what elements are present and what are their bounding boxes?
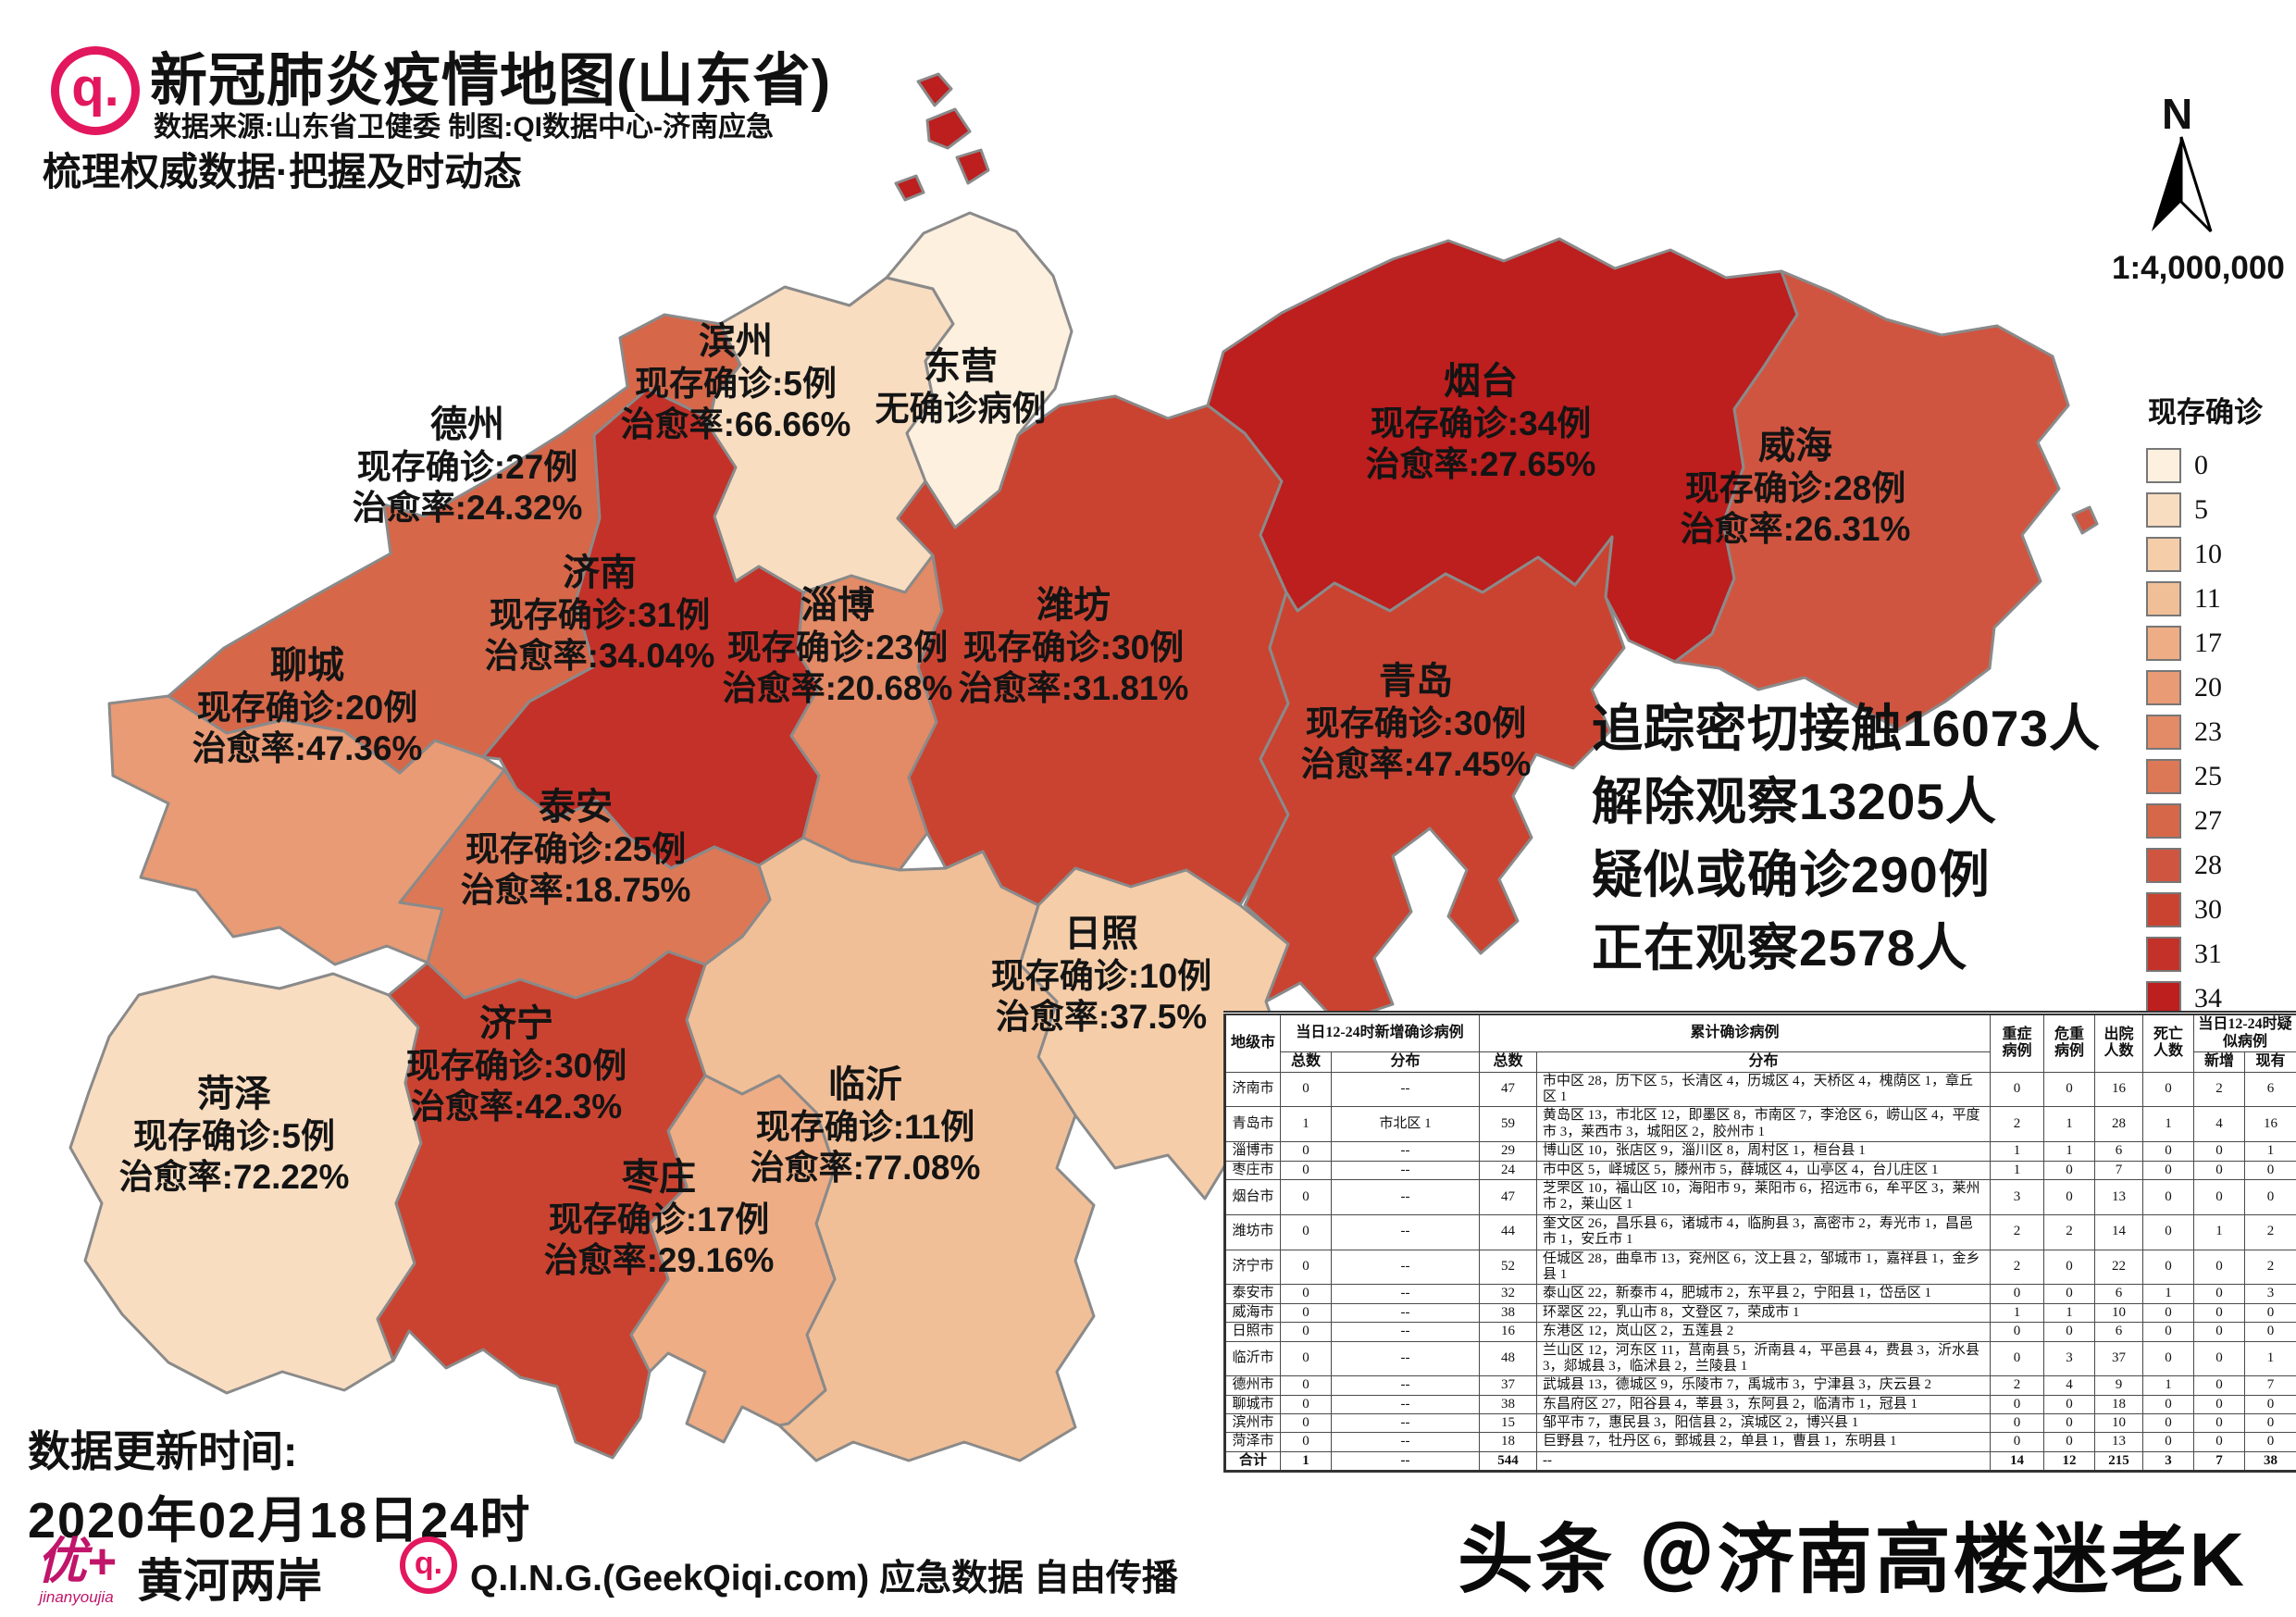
region-zibo [789, 554, 944, 872]
region-heze [68, 972, 423, 1395]
region-jining [376, 950, 707, 1460]
island-icon [1401, 1035, 1438, 1068]
island-icon [916, 72, 953, 107]
island-icon [1462, 1064, 1494, 1096]
island-icon [925, 107, 972, 150]
island-icon [2071, 505, 2099, 535]
island-icon [894, 174, 925, 202]
region-rizhao [1018, 866, 1290, 1200]
island-icon [955, 148, 990, 185]
region-weihai [1673, 269, 2070, 731]
north-arrow-icon [2152, 136, 2213, 233]
region-taian [398, 768, 772, 1000]
region-qingdao [1243, 535, 1626, 1025]
